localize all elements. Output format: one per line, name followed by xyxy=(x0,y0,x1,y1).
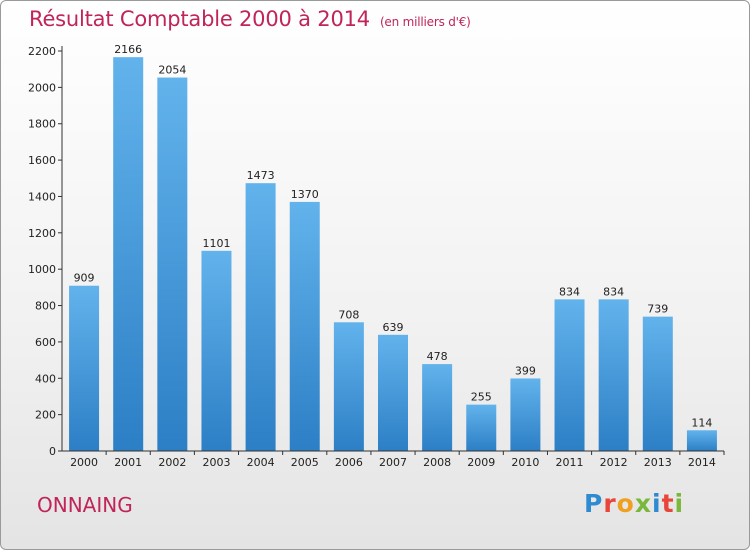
value-label-2007: 639 xyxy=(383,321,404,334)
bar-2011 xyxy=(554,299,585,451)
title-subtitle: (en milliers d'€) xyxy=(379,15,471,29)
bar-2009 xyxy=(466,404,497,451)
x-tick-2010: 2010 xyxy=(511,456,539,469)
x-tick-2000: 2000 xyxy=(70,456,98,469)
value-label-2012: 834 xyxy=(603,285,624,298)
value-label-2014: 114 xyxy=(691,416,712,429)
value-label-2000: 909 xyxy=(74,272,95,285)
value-label-2003: 1101 xyxy=(202,237,230,250)
bar-2007 xyxy=(378,334,408,451)
logo-letter-5: t xyxy=(661,489,675,518)
bar-2012 xyxy=(598,299,629,451)
y-tick-1600: 1600 xyxy=(28,154,56,167)
bars-group: 909 2166 2054 1101 1473 1370 708 639 478 255 399 83… xyxy=(69,43,717,451)
y-tick-1800: 1800 xyxy=(28,118,56,131)
value-label-2013: 739 xyxy=(647,303,668,316)
bar-2004 xyxy=(245,183,276,451)
x-tick-2014: 2014 xyxy=(688,456,716,469)
x-tick-2005: 2005 xyxy=(291,456,319,469)
logo-letter-1: r xyxy=(603,489,617,518)
y-tick-2200: 2200 xyxy=(28,45,56,58)
bar-2013 xyxy=(642,316,673,451)
logo-letter-0: P xyxy=(584,489,604,518)
logo-letter-3: x xyxy=(634,489,652,518)
value-label-2010: 399 xyxy=(515,364,536,377)
y-tick-200: 200 xyxy=(35,409,56,422)
y-tick-1400: 1400 xyxy=(28,190,56,203)
y-tick-1200: 1200 xyxy=(28,227,56,240)
y-tick-800: 800 xyxy=(35,300,56,313)
y-tick-600: 600 xyxy=(35,336,56,349)
bar-2000 xyxy=(69,285,100,451)
x-tick-2013: 2013 xyxy=(644,456,672,469)
x-tick-2004: 2004 xyxy=(247,456,275,469)
y-tick-2000: 2000 xyxy=(28,81,56,94)
town-name: ONNAING xyxy=(37,493,133,517)
bar-2006 xyxy=(333,322,364,451)
x-tick-2006: 2006 xyxy=(335,456,363,469)
value-label-2001: 2166 xyxy=(114,43,142,56)
value-label-2008: 478 xyxy=(427,350,448,363)
x-tick-2003: 2003 xyxy=(202,456,230,469)
x-tick-2001: 2001 xyxy=(114,456,142,469)
value-label-2011: 834 xyxy=(559,285,580,298)
title-main: Résultat Comptable 2000 à 2014 xyxy=(29,7,370,31)
value-label-2006: 708 xyxy=(338,308,359,321)
x-tick-2012: 2012 xyxy=(600,456,628,469)
logo-letter-6: i xyxy=(674,489,685,518)
proxiti-logo: Proxiti xyxy=(584,489,684,518)
bar-2001 xyxy=(113,57,144,451)
value-label-2002: 2054 xyxy=(158,64,186,77)
x-tick-2007: 2007 xyxy=(379,456,407,469)
x-tick-2008: 2008 xyxy=(423,456,451,469)
bar-2005 xyxy=(289,201,320,451)
axes-group: 2000 2001 2002 2003 2004 2005 2006 2007 2008 2009… xyxy=(28,45,725,469)
bar-2008 xyxy=(422,364,453,451)
bar-2014 xyxy=(686,430,717,451)
bar-2010 xyxy=(510,378,541,451)
value-label-2009: 255 xyxy=(471,391,492,404)
value-label-2005: 1370 xyxy=(291,188,319,201)
y-tick-1000: 1000 xyxy=(28,263,56,276)
y-tick-400: 400 xyxy=(35,372,56,385)
chart-title: Résultat Comptable 2000 à 2014 (en millie… xyxy=(29,7,471,31)
y-tick-0: 0 xyxy=(49,445,56,458)
logo-letter-4: i xyxy=(652,489,662,518)
bar-2002 xyxy=(157,77,188,451)
bar-2003 xyxy=(201,250,232,451)
logo-letter-2: o xyxy=(616,489,635,518)
value-label-2004: 1473 xyxy=(247,169,275,182)
x-tick-2011: 2011 xyxy=(556,456,584,469)
x-tick-2009: 2009 xyxy=(467,456,495,469)
x-tick-2002: 2002 xyxy=(158,456,186,469)
